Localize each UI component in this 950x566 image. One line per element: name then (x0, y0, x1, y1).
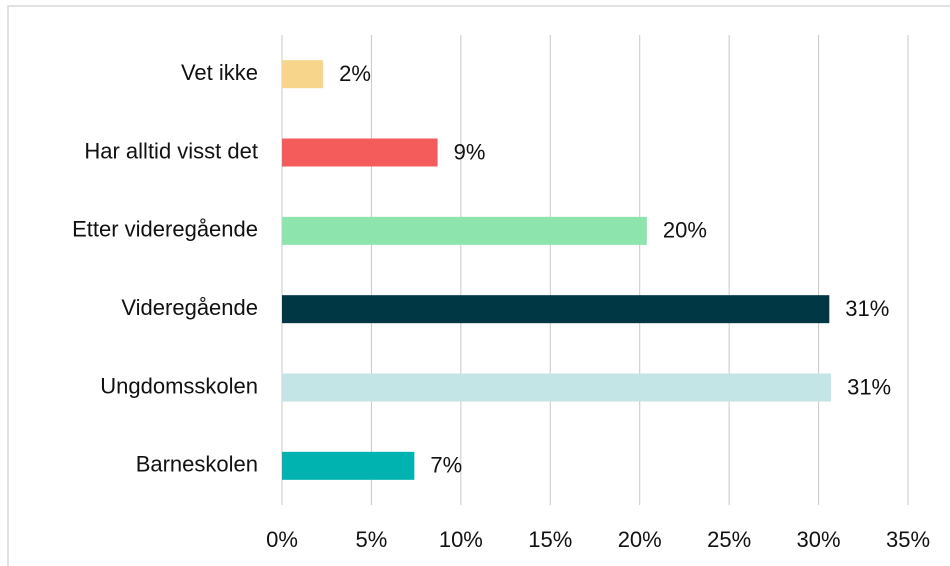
y-tick-label: Har alltid visst det (84, 138, 258, 163)
data-label: 31% (845, 296, 889, 321)
y-tick-label: Ungdomsskolen (100, 373, 258, 398)
x-tick-label: 15% (528, 527, 572, 552)
bar (282, 138, 438, 167)
data-label: 2% (339, 61, 371, 86)
x-tick-label: 0% (266, 527, 298, 552)
bar (282, 451, 415, 480)
chart-frame (7, 5, 950, 566)
data-label: 9% (454, 139, 486, 164)
y-tick-label: Barneskolen (136, 452, 258, 477)
bar (282, 295, 830, 324)
y-tick-label: Vet ikke (181, 60, 258, 85)
x-tick-label: 5% (356, 527, 388, 552)
y-tick-label: Videregående (121, 295, 258, 320)
bar (282, 216, 647, 245)
x-tick-label: 20% (618, 527, 662, 552)
y-tick-label: Etter videregående (72, 217, 258, 242)
bar (282, 60, 324, 89)
x-tick-label: 30% (797, 527, 841, 552)
data-label: 7% (430, 453, 462, 478)
x-tick-label: 25% (707, 527, 751, 552)
data-label: 20% (663, 218, 707, 243)
x-tick-label: 35% (886, 527, 930, 552)
x-tick-label: 10% (439, 527, 483, 552)
bar (282, 373, 832, 402)
data-label: 31% (847, 374, 891, 399)
